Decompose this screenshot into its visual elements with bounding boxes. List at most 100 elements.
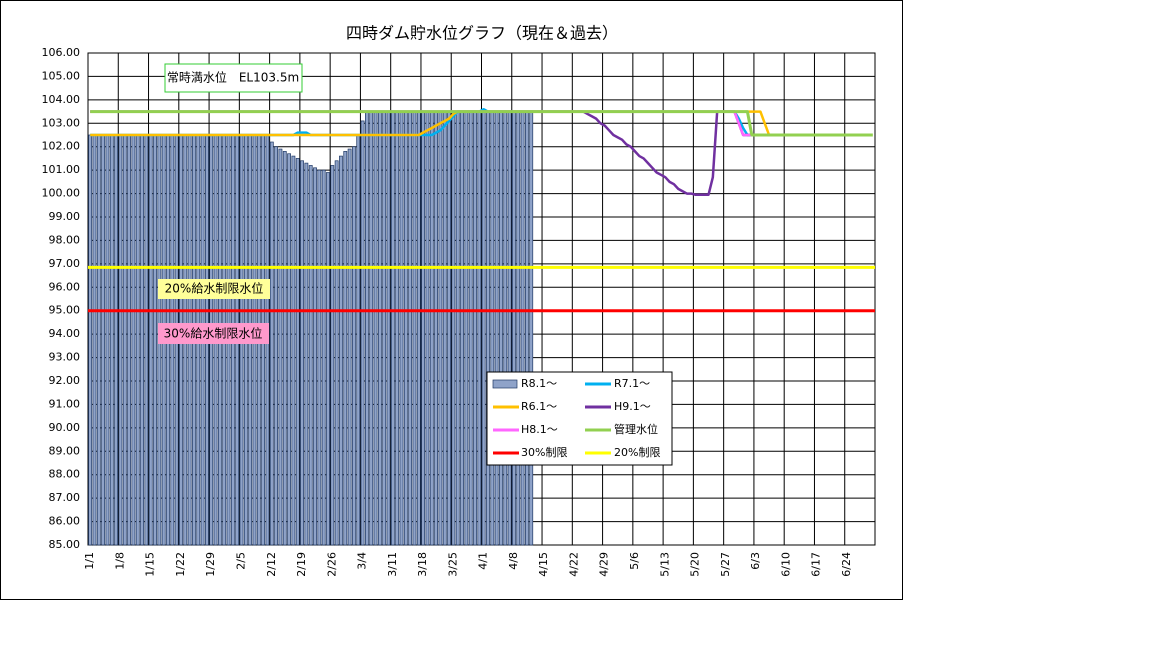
bar	[109, 134, 114, 546]
x-tick-label: 5/13	[658, 552, 671, 577]
bar	[408, 111, 413, 546]
bar	[395, 111, 400, 546]
y-tick-label: 87.00	[49, 491, 81, 504]
bar	[118, 134, 123, 546]
bar	[114, 134, 119, 546]
y-tick-label: 105.00	[42, 69, 81, 82]
bar	[287, 153, 291, 546]
x-tick-label: 1/8	[113, 552, 126, 570]
x-tick-label: 5/6	[628, 552, 641, 570]
bar	[347, 148, 352, 546]
bar	[451, 111, 456, 546]
bar	[356, 134, 361, 546]
bar	[486, 111, 490, 546]
bar	[334, 160, 339, 546]
bar	[403, 111, 408, 546]
y-tick-label: 96.00	[49, 280, 81, 293]
y-tick-label: 93.00	[49, 351, 81, 364]
bar	[468, 111, 473, 546]
bar	[105, 134, 110, 546]
bar	[416, 111, 421, 546]
bar	[473, 111, 477, 546]
bar	[520, 111, 525, 546]
y-tick-label: 103.00	[42, 116, 81, 129]
line	[90, 110, 873, 137]
bar	[326, 172, 330, 546]
y-tick-label: 98.00	[49, 233, 81, 246]
x-tick-label: 6/17	[810, 552, 823, 577]
bar	[291, 155, 296, 546]
bar	[96, 134, 101, 546]
bar	[308, 165, 313, 546]
chart-border	[0, 0, 903, 600]
bar	[494, 111, 499, 546]
bar	[386, 111, 391, 546]
x-tick-label: 6/3	[749, 552, 762, 570]
annotation-box	[158, 279, 270, 299]
x-tick-label: 2/12	[265, 552, 278, 577]
y-tick-label: 99.00	[49, 210, 81, 223]
x-tick-label: 5/27	[719, 552, 732, 577]
bar	[313, 167, 317, 546]
x-tick-label: 1/1	[83, 552, 96, 570]
y-tick-label: 97.00	[49, 257, 81, 270]
annotation: 常時満水位 EL103.5m	[167, 70, 299, 85]
bar	[274, 146, 279, 546]
bar	[490, 111, 495, 546]
x-tick-label: 3/11	[386, 552, 399, 577]
x-tick-label: 1/22	[174, 552, 187, 577]
bar	[377, 111, 382, 546]
y-tick-label: 106.00	[42, 46, 81, 59]
legend-label: R8.1〜	[521, 377, 557, 390]
bar	[529, 111, 534, 546]
x-tick-label: 3/25	[446, 552, 459, 577]
x-tick-label: 5/20	[689, 552, 702, 577]
x-tick-label: 6/10	[779, 552, 792, 577]
bar	[131, 134, 136, 546]
bar	[369, 111, 374, 546]
x-tick-label: 2/19	[295, 552, 308, 577]
y-tick-label: 85.00	[49, 538, 81, 551]
bar	[399, 111, 404, 546]
x-tick-label: 2/5	[235, 552, 248, 570]
bar	[507, 111, 512, 546]
annotation: 20%給水制限水位	[165, 281, 264, 296]
bar	[382, 111, 387, 546]
legend-label: R7.1〜	[614, 377, 650, 390]
bar	[282, 151, 287, 546]
y-tick-label: 91.00	[49, 397, 81, 410]
y-tick-label: 100.00	[42, 187, 81, 200]
bar	[135, 134, 140, 546]
bar	[269, 141, 274, 546]
bar	[127, 134, 131, 546]
bar	[365, 111, 369, 546]
bar	[330, 165, 335, 546]
bar	[429, 111, 434, 546]
bar	[434, 111, 439, 546]
bar	[304, 162, 309, 546]
x-tick-label: 4/29	[598, 552, 611, 577]
x-tick-label: 4/8	[507, 552, 520, 570]
bar	[421, 111, 426, 546]
bar	[516, 111, 521, 546]
bar	[412, 111, 417, 546]
y-tick-label: 101.00	[42, 163, 81, 176]
legend: R8.1〜 R7.1〜 R6.1〜 H9.1〜 H8.1〜 管理水位 30%制限 20%制限	[492, 377, 660, 459]
x-tick-label: 4/1	[477, 552, 490, 570]
legend-label: H9.1〜	[614, 400, 651, 413]
bar	[503, 111, 508, 546]
bar	[460, 111, 464, 546]
bar	[477, 111, 482, 546]
bar	[390, 111, 395, 546]
bar	[442, 111, 447, 546]
bar	[481, 111, 486, 546]
bar	[148, 134, 153, 546]
bar	[88, 134, 93, 546]
y-tick-label: 92.00	[49, 374, 81, 387]
bar	[447, 111, 451, 546]
legend-label: H8.1〜	[521, 423, 558, 436]
x-tick-label: 4/15	[537, 552, 550, 577]
y-tick-label: 89.00	[49, 444, 81, 457]
